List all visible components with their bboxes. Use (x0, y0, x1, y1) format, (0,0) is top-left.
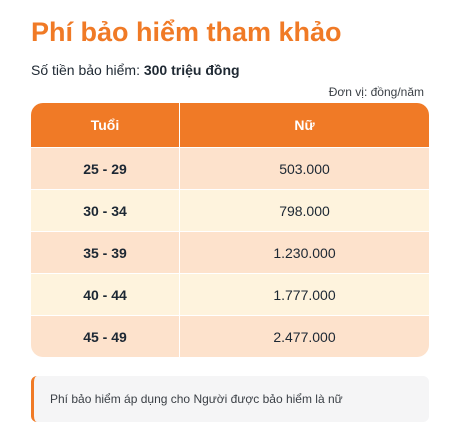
premium-cell: 503.000 (279, 160, 330, 177)
page-title: Phí bảo hiểm tham khảo (31, 17, 342, 47)
sum-insured-label: Số tiền bảo hiểm: (31, 62, 140, 78)
age-range-cell: 30 - 34 (31, 190, 180, 231)
table-row: 30 - 34 798.000 (31, 189, 429, 231)
unit-label: Đơn vị: đồng/năm (328, 85, 424, 99)
age-range-cell: 40 - 44 (31, 274, 180, 315)
premium-cell: 1.777.000 (273, 286, 336, 303)
age-range-cell: 45 - 49 (31, 316, 180, 357)
age-range-cell: 35 - 39 (31, 232, 180, 273)
age-range-cell: 25 - 29 (31, 148, 180, 189)
sum-insured-line: Số tiền bảo hiểm: 300 triệu đồng (31, 60, 240, 80)
premium-cell: 2.477.000 (273, 328, 336, 345)
table-row: 35 - 39 1.230.000 (31, 231, 429, 273)
table-header-row: Tuổi Nữ (31, 103, 429, 147)
premium-cell: 1.230.000 (273, 244, 336, 261)
sum-insured-value: 300 triệu đồng (143, 62, 240, 78)
table-row: 45 - 49 2.477.000 (31, 315, 429, 357)
column-header-age: Tuổi (31, 103, 180, 147)
column-header-female: Nữ (294, 117, 315, 133)
table-row: 25 - 29 503.000 (31, 147, 429, 189)
table-row: 40 - 44 1.777.000 (31, 273, 429, 315)
footnote-text: Phí bảo hiểm áp dụng cho Người được bảo … (50, 392, 343, 406)
premium-cell: 798.000 (279, 202, 330, 219)
premium-table: Tuổi Nữ 25 - 29 503.000 30 - 34 798.000 … (31, 103, 429, 357)
footnote-box: Phí bảo hiểm áp dụng cho Người được bảo … (31, 376, 429, 422)
